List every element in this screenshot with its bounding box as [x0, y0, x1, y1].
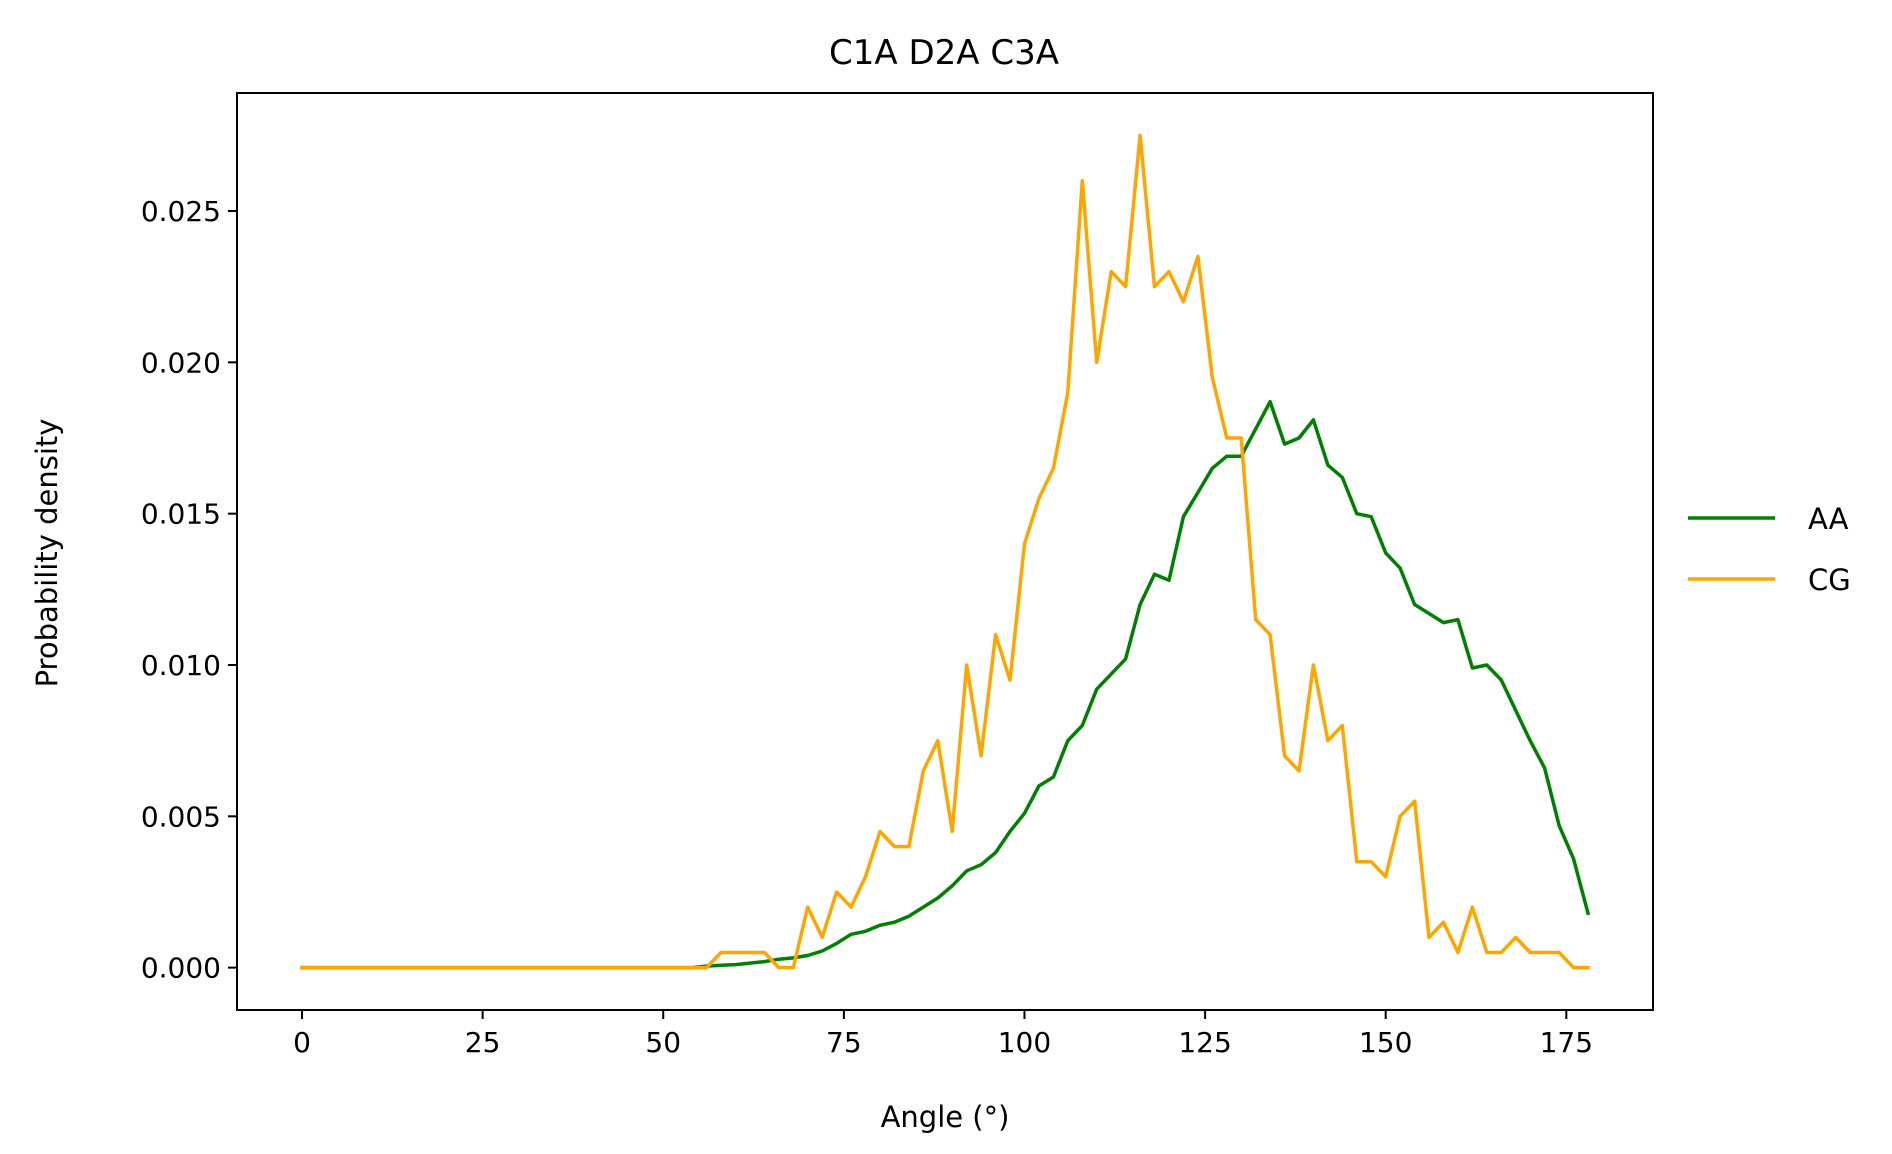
x-axis: 0 25 50 75 100 125 150 175 — [293, 1010, 1593, 1059]
x-axis-label: Angle (°) — [881, 1100, 1010, 1134]
legend-label-cg: CG — [1808, 563, 1851, 597]
series-line-cg — [300, 133, 1590, 970]
plot-lines — [300, 133, 1591, 970]
x-tick-label: 50 — [645, 1026, 681, 1059]
y-axis-label: Probability density — [30, 419, 64, 688]
y-tick-label: 0.025 — [141, 195, 221, 228]
y-tick-label: 0.010 — [141, 649, 221, 682]
y-axis: 0.000 0.005 0.010 0.015 0.020 0.025 — [141, 195, 237, 985]
x-tick-label: 150 — [1359, 1026, 1412, 1059]
plot-frame — [236, 92, 1654, 1011]
y-tick-label: 0.005 — [141, 800, 221, 833]
y-tick-label: 0.015 — [141, 498, 221, 531]
x-tick-label: 125 — [1178, 1026, 1231, 1059]
x-tick-label: 175 — [1540, 1026, 1593, 1059]
x-tick-label: 0 — [293, 1026, 311, 1059]
x-tick-label: 75 — [826, 1026, 862, 1059]
x-tick-label: 100 — [998, 1026, 1051, 1059]
x-tick-label: 25 — [465, 1026, 501, 1059]
chart-title: C1A D2A C3A — [829, 33, 1059, 73]
y-tick-label: 0.020 — [141, 346, 221, 379]
legend: AA CG — [1688, 502, 1851, 597]
y-tick-label: 0.000 — [141, 952, 221, 985]
legend-label-aa: AA — [1808, 502, 1849, 536]
